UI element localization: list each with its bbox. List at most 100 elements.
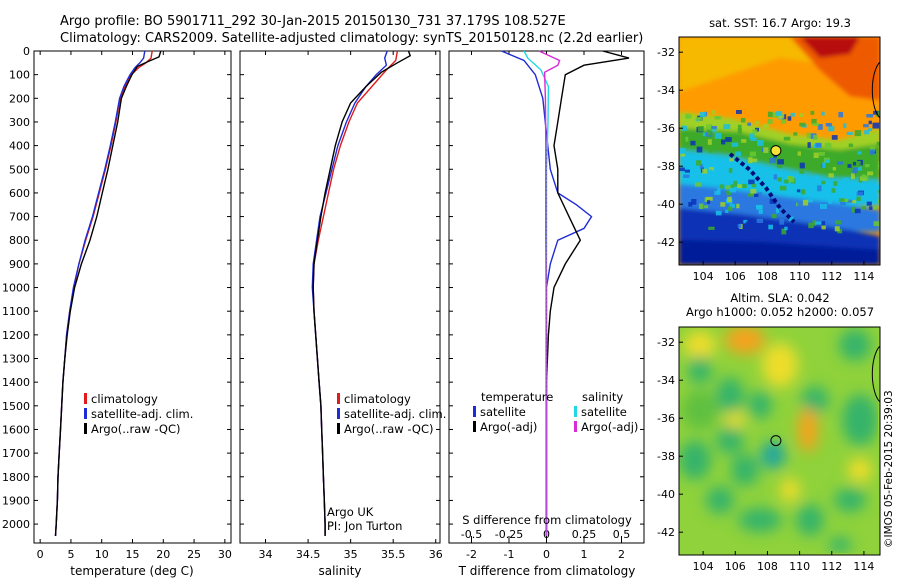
series-line-climatology [54, 50, 153, 536]
legend-salinity-title: salinity [582, 390, 623, 404]
depth-tick-label: 200 [9, 92, 30, 105]
series-line-argo-raw-qc- [54, 50, 162, 536]
map-x-tick-label: 104 [693, 560, 714, 573]
secondary-x-tick-label: 0.25 [572, 528, 597, 541]
legend-label-satellite: satellite-adj. clim. [344, 407, 446, 421]
legend-temperature-title: temperature [481, 390, 553, 404]
depth-tick-label: 900 [9, 258, 30, 271]
map-y-tick-label: -32 [657, 46, 675, 59]
x-tick-label: 20 [156, 548, 170, 561]
x-tick-label: 25 [187, 548, 201, 561]
map-x-tick-label: 106 [725, 560, 746, 573]
principal-investigator-label: PI: Jon Turton [327, 519, 402, 533]
sst-map-title: sat. SST: 16.7 Argo: 19.3 [709, 16, 851, 30]
salinity-difference-axis-label: S difference from climatology [462, 513, 632, 527]
sst-map-panel: sat. SST: 16.7 Argo: 19.3 [657, 16, 881, 283]
temperature-axes-frame [33, 50, 232, 544]
depth-tick-label: 100 [9, 69, 30, 82]
x-tick-label: 2 [618, 548, 625, 561]
depth-tick-label: 600 [9, 187, 30, 200]
depth-tick-label: 1300 [2, 353, 30, 366]
map-y-tick-label: -36 [657, 122, 675, 135]
x-tick-label: 0 [543, 548, 550, 561]
sla-map-subtitle: Argo h1000: 0.052 h2000: 0.057 [686, 305, 874, 319]
series-line-salinity-satellite [523, 50, 550, 536]
depth-tick-label: 1600 [2, 423, 30, 436]
map-y-tick-label: -40 [657, 198, 675, 211]
legend-swatch-argo [84, 423, 87, 434]
salinity-x-axis: 34 34.5 35 35.5 36 [259, 51, 443, 561]
depth-tick-label: 1900 [2, 494, 30, 507]
x-tick-label: 30 [218, 548, 232, 561]
map-y-tick-label: -38 [657, 160, 675, 173]
legend-label-satellite: satellite-adj. clim. [91, 407, 193, 421]
legend-label-salinity-argo: Argo(-adj) [581, 420, 638, 434]
map-y-tick-label: -34 [657, 374, 675, 387]
legend-swatch-temperature-argo [473, 421, 476, 432]
map-x-tick-label: 112 [821, 560, 842, 573]
map-x-tick-label: 108 [757, 270, 778, 283]
legend-swatch-climatology [337, 393, 340, 404]
legend-label-argo: Argo(..raw -QC) [344, 422, 434, 436]
argo-float-marker [770, 435, 782, 447]
temperature-x-label: temperature (deg C) [70, 564, 193, 578]
legend-label-salinity-satellite: satellite [581, 405, 627, 419]
x-tick-label: -2 [466, 548, 477, 561]
map-y-tick-label: -32 [657, 336, 675, 349]
legend-swatch-salinity-satellite [574, 406, 577, 417]
argo-program-label: Argo UK [327, 505, 374, 519]
temperature-panel: 0100200300400500600700800900100011001200… [2, 45, 232, 578]
salinity-y-ticks [240, 50, 440, 525]
map-y-tick-label: -34 [657, 84, 675, 97]
x-tick-label: 0 [37, 548, 44, 561]
series-line-temperature-argo-adj- [545, 50, 630, 536]
legend-swatch-satellite [337, 408, 340, 419]
difference-legend: temperature satellite Argo(-adj) salinit… [473, 390, 638, 434]
depth-tick-label: 2000 [2, 518, 30, 531]
header-line-2: Climatology: CARS2009. Satellite-adjuste… [60, 31, 643, 46]
depth-tick-label: 1700 [2, 447, 30, 460]
map-y-tick-label: -38 [657, 450, 675, 463]
depth-axis: 0 100 200 300 400 500 600 700 800 900 1000 1100 1200… [2, 45, 231, 531]
sla-map-field [679, 327, 880, 555]
x-tick-label: 36 [429, 548, 443, 561]
difference-x-axis: -2 -1 0 1 2-0.5 -0.25 0 0.25 0.5 [461, 51, 630, 561]
legend-swatch-climatology [84, 393, 87, 404]
temperature-series-lines [54, 50, 162, 536]
temperature-difference-axis-label: T difference from climatology [458, 564, 636, 578]
map-x-tick-label: 112 [821, 270, 842, 283]
sla-map-panel: Altim. SLA: 0.042 Argo h1000: 0.052 h200… [657, 291, 881, 573]
salinity-axes-frame [239, 50, 441, 544]
depth-tick-label: 1100 [2, 305, 30, 318]
map-y-tick-label: -42 [657, 236, 675, 249]
legend-swatch-salinity-argo [574, 421, 577, 432]
x-tick-label: 5 [67, 548, 74, 561]
legend-label-temperature-argo: Argo(-adj) [480, 420, 537, 434]
salinity-series-lines [311, 50, 412, 536]
difference-y-ticks [449, 50, 644, 525]
legend-label-climatology: climatology [344, 392, 411, 406]
salinity-x-label: salinity [318, 564, 361, 578]
map-x-tick-label: 110 [789, 560, 810, 573]
x-tick-label: -1 [504, 548, 515, 561]
depth-tick-label: 700 [9, 211, 30, 224]
secondary-x-tick-label: 0.5 [613, 528, 631, 541]
difference-series-lines [501, 50, 630, 536]
depth-tick-label: 1400 [2, 376, 30, 389]
legend-label-argo: Argo(..raw -QC) [91, 422, 181, 436]
argo-float-marker [770, 145, 782, 157]
map-x-tick-label: 110 [789, 270, 810, 283]
temperature-legend: climatology satellite-adj. clim. Argo(..… [84, 392, 193, 436]
map-y-tick-label: -42 [657, 526, 675, 539]
secondary-x-tick-label: -0.25 [495, 528, 523, 541]
x-tick-label: 10 [95, 548, 109, 561]
depth-tick-label: 0 [23, 45, 30, 58]
depth-tick-label: 1800 [2, 471, 30, 484]
legend-label-climatology: climatology [91, 392, 158, 406]
salinity-panel: 34 34.5 35 35.5 36 climatology satellite-adj… [239, 50, 446, 578]
series-line-satellite-adj-clim- [54, 50, 146, 536]
depth-tick-label: 500 [9, 163, 30, 176]
legend-label-temperature-satellite: satellite [480, 405, 526, 419]
